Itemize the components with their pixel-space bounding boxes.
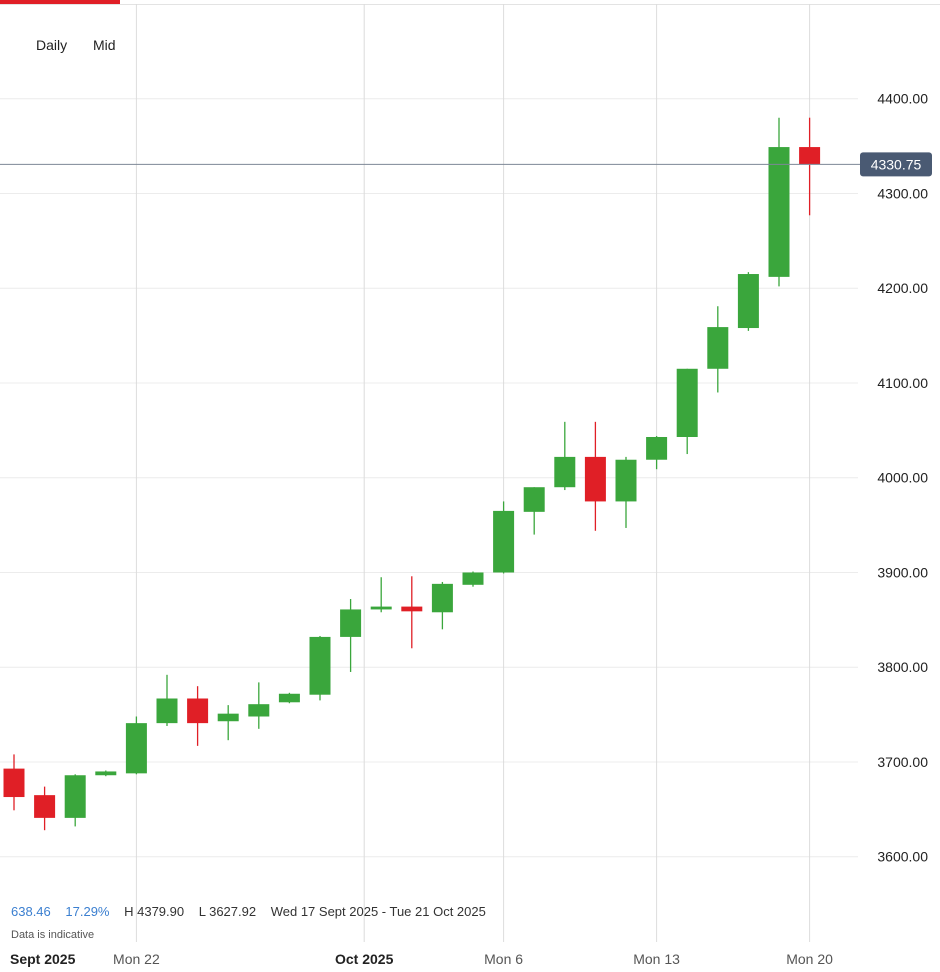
candle-body xyxy=(309,636,331,695)
stats-bar: 638.46 17.29% H 4379.90 L 3627.92 Wed 17… xyxy=(11,904,497,919)
candle-down xyxy=(401,576,423,649)
y-tick-label: 4300.00 xyxy=(877,185,928,201)
candle-down xyxy=(34,786,56,831)
x-tick-label: Mon 20 xyxy=(786,951,833,967)
candle-body xyxy=(615,459,637,502)
candle-body xyxy=(584,456,606,502)
x-axis: Sept 2025 Mon 22 Oct 2025 Mon 6 Mon 13 Mon 20 xyxy=(10,951,833,967)
candle-body xyxy=(431,583,453,613)
candle-body xyxy=(34,795,56,818)
high-value: H 4379.90 xyxy=(124,904,185,919)
current-price-label: 4330.75 xyxy=(871,156,922,172)
candle-up xyxy=(156,674,178,726)
candle-up xyxy=(737,272,759,331)
change-percent: 17.29% xyxy=(65,904,110,919)
candle-down xyxy=(799,117,821,216)
candle-body xyxy=(799,147,821,165)
candle-body xyxy=(523,487,545,512)
candle-body xyxy=(156,698,178,724)
candles xyxy=(3,117,821,831)
candle-down xyxy=(584,421,606,531)
candle-up xyxy=(125,716,147,775)
candle-body xyxy=(646,436,668,460)
candle-body xyxy=(462,572,484,585)
y-tick-label: 3600.00 xyxy=(877,849,928,865)
grid-lines xyxy=(0,4,858,942)
y-tick-label: 4000.00 xyxy=(877,470,928,486)
candle-up xyxy=(217,705,239,741)
candle-body xyxy=(3,768,25,798)
candle-body xyxy=(125,723,147,774)
price-type-selector[interactable]: Mid xyxy=(93,37,116,53)
y-tick-label: 3900.00 xyxy=(877,564,928,580)
candle-body xyxy=(401,606,423,612)
candle-up xyxy=(278,692,300,704)
top-accent-bar xyxy=(0,0,120,4)
candle-up xyxy=(431,581,453,630)
candle-up xyxy=(248,682,270,729)
x-tick-label: Mon 22 xyxy=(113,951,160,967)
candle-down xyxy=(187,686,209,746)
candle-body xyxy=(554,456,576,488)
date-range: Wed 17 Sept 2025 - Tue 21 Oct 2025 xyxy=(270,904,486,919)
candle-up xyxy=(768,117,790,287)
candle-up xyxy=(64,774,86,827)
toolbar: Daily Mid xyxy=(36,37,138,53)
candle-up xyxy=(95,770,117,777)
candle-up xyxy=(523,487,545,535)
candle-up xyxy=(646,436,668,470)
candle-body xyxy=(217,713,239,722)
low-value: L 3627.92 xyxy=(198,904,257,919)
x-tick-label: Mon 13 xyxy=(633,951,680,967)
y-tick-label: 4400.00 xyxy=(877,91,928,107)
candle-up xyxy=(493,501,515,574)
candle-body xyxy=(278,693,300,703)
candle-body xyxy=(676,368,698,437)
candle-body xyxy=(737,274,759,329)
y-tick-label: 4200.00 xyxy=(877,280,928,296)
candle-up xyxy=(615,456,637,528)
y-tick-label: 3800.00 xyxy=(877,659,928,675)
top-border xyxy=(0,4,940,5)
candle-body xyxy=(95,771,117,776)
candle-body xyxy=(768,147,790,277)
y-tick-label: 4100.00 xyxy=(877,375,928,391)
interval-selector[interactable]: Daily xyxy=(36,37,68,53)
candle-body xyxy=(707,327,729,369)
candle-up xyxy=(554,421,576,491)
current-price-label-box xyxy=(860,152,932,177)
candle-body xyxy=(340,609,362,637)
current-price-line: 4330.75 xyxy=(0,152,932,177)
candle-up xyxy=(340,599,362,672)
candle-up xyxy=(707,306,729,393)
x-tick-label: Sept 2025 xyxy=(10,951,76,967)
candle-body xyxy=(493,510,515,573)
candle-up xyxy=(462,571,484,587)
candle-up xyxy=(309,635,331,701)
x-tick-label: Oct 2025 xyxy=(335,951,394,967)
candle-body xyxy=(248,704,270,717)
candle-body xyxy=(187,698,209,724)
x-tick-label: Mon 6 xyxy=(484,951,523,967)
y-tick-label: 3700.00 xyxy=(877,754,928,770)
candle-up xyxy=(676,368,698,455)
y-axis: 3600.00 3700.00 3800.00 3900.00 4000.00 4100.… xyxy=(877,91,928,865)
change-value: 638.46 xyxy=(11,904,51,919)
candle-down xyxy=(3,754,25,811)
candle-body xyxy=(64,775,86,818)
candle-body xyxy=(370,606,392,610)
candle-up xyxy=(370,577,392,613)
indicative-note: Data is indicative xyxy=(11,929,95,941)
